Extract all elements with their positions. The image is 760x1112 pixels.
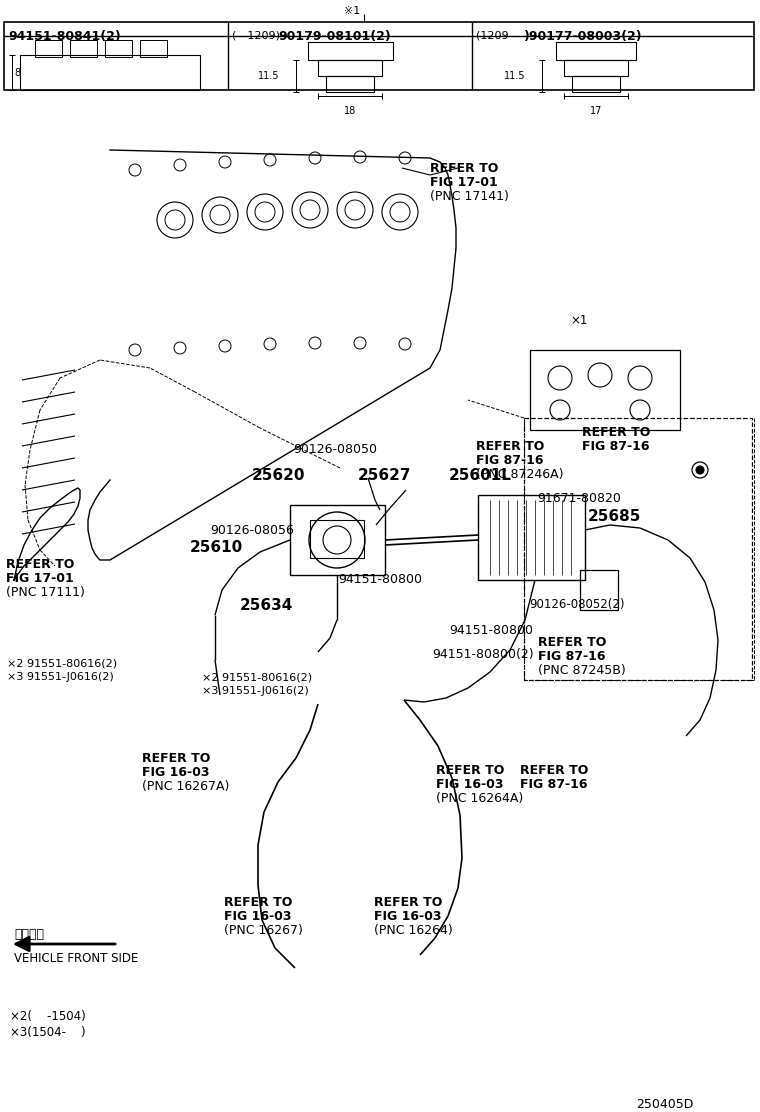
- Text: REFER TO: REFER TO: [436, 764, 505, 777]
- Text: 90126-08050: 90126-08050: [293, 443, 377, 456]
- Bar: [326, 76, 374, 92]
- Bar: [530, 350, 680, 430]
- Bar: [564, 60, 628, 76]
- Bar: [318, 60, 382, 76]
- Text: 17: 17: [590, 106, 602, 116]
- Text: (1209 -: (1209 -: [476, 30, 516, 40]
- Text: 91671-80820: 91671-80820: [537, 492, 621, 505]
- Text: 8: 8: [14, 68, 20, 78]
- Text: 94151-80800: 94151-80800: [338, 573, 422, 586]
- Text: ×3 91551-J0616(2): ×3 91551-J0616(2): [7, 672, 114, 682]
- Text: 25601L: 25601L: [449, 468, 512, 483]
- Text: (PNC 16267): (PNC 16267): [224, 924, 303, 937]
- Text: 11.5: 11.5: [258, 71, 280, 81]
- Bar: [308, 42, 393, 60]
- Text: 25634: 25634: [240, 598, 293, 613]
- Text: FIG 87-16: FIG 87-16: [520, 778, 587, 791]
- Text: 94151-80800: 94151-80800: [449, 624, 533, 637]
- Text: 94151-80800(2): 94151-80800(2): [432, 648, 534, 661]
- Text: (PNC 17141): (PNC 17141): [430, 190, 509, 203]
- Text: FIG 16-03: FIG 16-03: [436, 778, 503, 791]
- Text: 25685: 25685: [588, 509, 641, 524]
- Text: 11.5: 11.5: [504, 71, 525, 81]
- Text: FIG 87-16: FIG 87-16: [582, 440, 650, 453]
- Text: 90179-08101(2): 90179-08101(2): [278, 30, 391, 43]
- Text: 25627: 25627: [358, 468, 411, 483]
- Text: REFER TO: REFER TO: [582, 426, 651, 439]
- Bar: [572, 76, 620, 92]
- Bar: [556, 42, 636, 60]
- Bar: [140, 40, 167, 57]
- Text: VEHICLE FRONT SIDE: VEHICLE FRONT SIDE: [14, 952, 138, 965]
- Text: FIG 16-03: FIG 16-03: [224, 910, 292, 923]
- Text: (PNC 87246A): (PNC 87246A): [476, 468, 563, 481]
- Text: REFER TO: REFER TO: [538, 636, 606, 649]
- Text: REFER TO: REFER TO: [224, 896, 293, 909]
- Text: 90126-08056: 90126-08056: [210, 524, 294, 537]
- Text: ×3 91551-J0616(2): ×3 91551-J0616(2): [202, 686, 309, 696]
- Text: FIG 17-01: FIG 17-01: [430, 176, 498, 189]
- Bar: [524, 418, 752, 681]
- Text: FIG 87-16: FIG 87-16: [476, 454, 543, 467]
- Text: REFER TO: REFER TO: [374, 896, 442, 909]
- Text: ×1: ×1: [570, 314, 587, 327]
- Text: 250405D: 250405D: [636, 1098, 693, 1111]
- Text: FIG 17-01: FIG 17-01: [6, 572, 74, 585]
- Text: FIG 87-16: FIG 87-16: [538, 651, 606, 663]
- Bar: [290, 505, 385, 575]
- Bar: [478, 495, 585, 580]
- Text: FIG 16-03: FIG 16-03: [374, 910, 442, 923]
- Text: ×2(    -1504): ×2( -1504): [10, 1010, 86, 1023]
- Text: 車両前方: 車両前方: [14, 929, 44, 941]
- Bar: [310, 520, 364, 558]
- Text: REFER TO: REFER TO: [6, 558, 74, 570]
- Text: ※1: ※1: [344, 6, 360, 16]
- Text: (PNC 16264): (PNC 16264): [374, 924, 453, 937]
- Text: (PNC 16267A): (PNC 16267A): [142, 780, 230, 793]
- Text: 94151-80841(2): 94151-80841(2): [8, 30, 121, 43]
- Text: ×2 91551-80616(2): ×2 91551-80616(2): [202, 672, 312, 682]
- Bar: [580, 570, 618, 610]
- Bar: [35, 40, 62, 57]
- Text: (PNC 87245B): (PNC 87245B): [538, 664, 625, 677]
- Text: REFER TO: REFER TO: [520, 764, 588, 777]
- Text: ×2 91551-80616(2): ×2 91551-80616(2): [7, 658, 117, 668]
- Text: 25610: 25610: [190, 540, 243, 555]
- Text: REFER TO: REFER TO: [142, 752, 211, 765]
- Text: REFER TO: REFER TO: [430, 162, 499, 175]
- Bar: [4, 22, 754, 90]
- Text: )90177-08003(2): )90177-08003(2): [524, 30, 643, 43]
- Text: 90126-08052(2): 90126-08052(2): [529, 598, 625, 610]
- Text: REFER TO: REFER TO: [476, 440, 544, 453]
- Text: (PNC 16264A): (PNC 16264A): [436, 792, 523, 805]
- Text: 25620: 25620: [252, 468, 306, 483]
- Bar: [70, 40, 97, 57]
- Bar: [20, 54, 200, 90]
- Text: (PNC 17111): (PNC 17111): [6, 586, 85, 599]
- Text: ( - 1209): ( - 1209): [232, 30, 280, 40]
- Text: 18: 18: [344, 106, 356, 116]
- Bar: [105, 40, 132, 57]
- Circle shape: [696, 466, 704, 474]
- Text: FIG 16-03: FIG 16-03: [142, 766, 210, 780]
- Text: ×3(1504-    ): ×3(1504- ): [10, 1026, 86, 1039]
